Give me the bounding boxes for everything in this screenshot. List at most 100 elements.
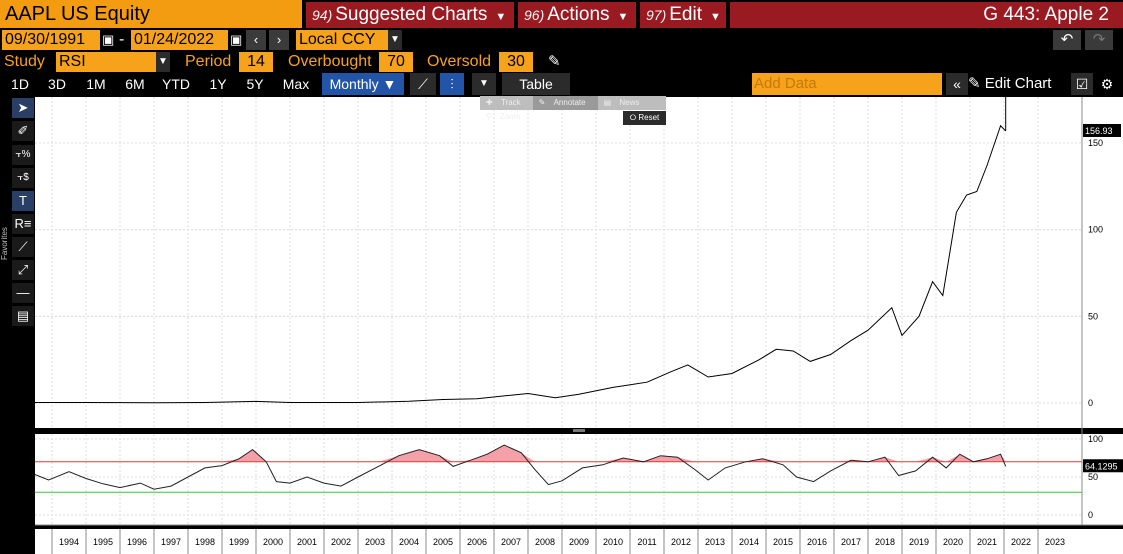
frequency-select[interactable]: Monthly ▼	[322, 73, 404, 95]
prev-period-button[interactable]: ‹	[246, 30, 266, 50]
time-tick-label: 1994	[59, 537, 79, 547]
caret-down-icon: ▼	[495, 11, 507, 23]
time-tick-label: 2009	[569, 537, 589, 547]
price-panel	[35, 97, 1082, 428]
chevron-down-icon[interactable]: ▼	[156, 52, 170, 72]
menu-label: Actions	[547, 4, 610, 25]
ray-tool-icon[interactable]: ⤢	[12, 260, 34, 280]
time-tick-label: 2019	[909, 537, 929, 547]
popup-zoom-label: Zoom	[500, 112, 521, 121]
collapse-icon[interactable]: «	[946, 73, 968, 95]
time-tick-label: 2002	[331, 537, 351, 547]
add-data-input[interactable]: Add Data	[752, 73, 942, 95]
currency-select[interactable]: Local CCY	[296, 30, 388, 50]
chart-settings-icon[interactable]: ☑	[1071, 73, 1093, 95]
timeframe-max[interactable]: Max	[282, 76, 310, 92]
popup-zoom[interactable]: ⚲ Zoom	[480, 110, 533, 124]
retracement-tool-icon[interactable]: R≡	[12, 214, 34, 234]
favorites-tab[interactable]: Favorites	[0, 227, 9, 260]
time-tick-label: 1996	[127, 537, 147, 547]
timeframe-1d[interactable]: 1D	[11, 76, 29, 92]
suggested-charts-menu[interactable]: 94) Suggested Charts ▼	[306, 2, 514, 28]
timeframe-3d[interactable]: 3D	[48, 76, 66, 92]
date-separator: -	[119, 31, 125, 48]
time-tick-label: 2007	[501, 537, 521, 547]
price-series-line	[35, 124, 1007, 404]
time-tick-label: 2016	[807, 537, 827, 547]
price-last-value-badge	[1083, 123, 1121, 137]
reset-label: Reset	[638, 113, 660, 122]
line-chart-icon[interactable]: ⟋	[410, 73, 436, 95]
next-period-button[interactable]: ›	[269, 30, 289, 50]
menu-number: 94)	[312, 7, 333, 23]
undo-button[interactable]: ↶	[1053, 30, 1081, 50]
time-tick-label: 1997	[161, 537, 181, 547]
time-tick-label: 2001	[297, 537, 317, 547]
horizontal-line-icon[interactable]: —	[12, 283, 34, 303]
study-label: Study	[4, 53, 45, 70]
timeframe-1m[interactable]: 1M	[86, 76, 106, 92]
time-tick-label: 2020	[943, 537, 963, 547]
popup-news[interactable]: ▤ News	[598, 96, 652, 110]
candlestick-icon[interactable]: ⫶	[440, 73, 464, 95]
period-field[interactable]: 14	[239, 52, 273, 72]
chevron-down-icon[interactable]: ▼	[388, 30, 402, 50]
end-date-field[interactable]: 01/24/2022	[131, 30, 228, 50]
price-chart[interactable]: 1994 1995 1996 1997 1998 1999 2000 2001 2002 2003…	[35, 97, 1123, 554]
oversold-field[interactable]: 30	[499, 52, 533, 72]
popup-track[interactable]: ✚ Track	[480, 96, 533, 110]
pencil-icon: ✎	[968, 75, 981, 92]
time-tick-label: 2014	[739, 537, 759, 547]
time-tick-label: 2000	[263, 537, 283, 547]
rsi-tick-label: 0	[1088, 510, 1093, 520]
calendar-icon[interactable]: ▣	[230, 32, 243, 47]
study-select[interactable]: RSI	[56, 52, 156, 72]
popup-annotate-label: Annotate	[553, 98, 586, 107]
start-date-field[interactable]: 09/30/1991	[2, 30, 100, 50]
price-tick-label: 50	[1088, 311, 1098, 321]
chart-popup-menu: ✚ Track ✎ Annotate ▤ News ⚲ Zoom	[480, 96, 666, 121]
pointer-tool-icon[interactable]: ➤	[12, 98, 34, 118]
price-tick-label: 100	[1088, 225, 1103, 235]
time-tick-label: 2006	[467, 537, 487, 547]
edit-menu[interactable]: 97) Edit ▼	[640, 2, 726, 28]
ticker-field[interactable]: AAPL US Equity	[0, 0, 302, 28]
time-tick-label: 2012	[671, 537, 691, 547]
rsi-series-line	[35, 444, 1007, 490]
calendar-icon[interactable]: ▣	[102, 32, 115, 47]
edit-chart-button[interactable]: ✎ Edit Chart	[968, 73, 1068, 95]
redo-button[interactable]: ↷	[1085, 30, 1113, 50]
time-axis	[35, 529, 1123, 554]
time-tick-label: 2004	[399, 537, 419, 547]
rsi-tick-label: 50	[1088, 472, 1098, 482]
panel-resize-handle[interactable]	[573, 429, 585, 432]
timeframe-ytd[interactable]: YTD	[162, 76, 190, 92]
time-tick-label: 2021	[977, 537, 997, 547]
trendline-tool-icon[interactable]: ⟋	[12, 237, 34, 257]
undo-icon: ↶	[1060, 31, 1074, 48]
percent-annotation-icon[interactable]: ⫟%	[12, 145, 34, 165]
rsi-tick-label: 100	[1088, 434, 1103, 444]
time-tick-label: 1995	[93, 537, 113, 547]
rsi-panel	[35, 434, 1082, 525]
reset-button[interactable]: ⭘ Reset	[623, 111, 666, 125]
time-tick-label: 2018	[875, 537, 895, 547]
time-tick-label: 2013	[705, 537, 725, 547]
pen-tool-icon[interactable]: ✐	[12, 121, 34, 141]
overbought-label: Overbought	[288, 53, 372, 70]
timeframe-1y[interactable]: 1Y	[209, 76, 227, 92]
pencil-icon[interactable]: ✎	[548, 53, 561, 70]
channel-tool-icon[interactable]: ▤	[12, 306, 34, 326]
timeframe-5y[interactable]: 5Y	[246, 76, 264, 92]
chevron-down-icon[interactable]: ▼	[472, 73, 496, 95]
table-button[interactable]: Table	[502, 73, 570, 95]
time-tick-label: 2017	[841, 537, 861, 547]
popup-annotate[interactable]: ✎ Annotate	[532, 96, 598, 110]
overbought-field[interactable]: 70	[379, 52, 413, 72]
actions-menu[interactable]: 96) Actions ▼	[518, 2, 636, 28]
time-tick-label: 2011	[637, 537, 656, 547]
dollar-annotation-icon[interactable]: ⫟$	[12, 168, 34, 188]
timeframe-6m[interactable]: 6M	[125, 76, 145, 92]
gear-icon[interactable]: ⚙	[1100, 76, 1114, 92]
text-tool-icon[interactable]: T	[12, 191, 34, 211]
